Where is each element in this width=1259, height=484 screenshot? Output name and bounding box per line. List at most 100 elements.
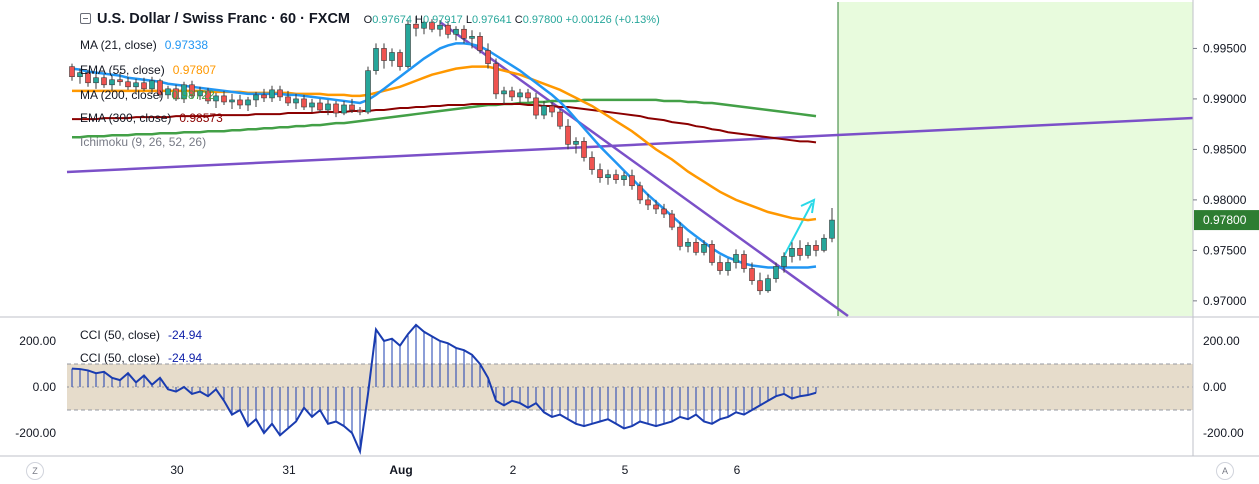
zoom-button[interactable]: Z (26, 462, 44, 480)
candle-body (485, 50, 491, 64)
candle-body (741, 254, 747, 269)
candle-body (173, 88, 179, 100)
candle-body (77, 72, 83, 78)
candle-body (69, 66, 75, 78)
candle-body (637, 185, 643, 201)
candle-body (405, 23, 411, 67)
candle-body (397, 52, 403, 67)
symbol-legend: U.S. Dollar / Swiss Franc · 60 · FXCM O0… (97, 11, 660, 27)
candle-body (701, 244, 707, 253)
symbol-title: U.S. Dollar / Swiss Franc · 60 · FXCM (97, 11, 351, 27)
time-tick-label: 2 (510, 463, 517, 477)
cci-tick-label-right: 0.00 (1203, 380, 1227, 394)
time-tick-label: 5 (622, 463, 629, 477)
indicator-ema55[interactable]: EMA (55, close) 0.97807 (80, 63, 216, 77)
candle-body (349, 104, 355, 111)
auto-scale-button[interactable]: A (1216, 462, 1234, 480)
candle-body (493, 63, 499, 95)
candle-body (93, 77, 99, 84)
candle-body (549, 105, 555, 113)
candle-body (501, 90, 507, 95)
down-trendline (439, 20, 849, 318)
indicator-ma21[interactable]: MA (21, close) 0.97338 (80, 38, 208, 52)
close-label: C (514, 14, 523, 26)
candle-body (477, 36, 483, 51)
collapse-legend-icon[interactable] (80, 13, 91, 24)
candle-body (229, 99, 235, 103)
cci-pane (67, 323, 1193, 456)
cci-line (71, 323, 817, 456)
cci-band (67, 364, 1193, 410)
ema55-line (72, 65, 817, 222)
candle-body (237, 99, 243, 106)
ma200-line (72, 98, 817, 139)
candle-body (781, 256, 787, 267)
candle-body (245, 99, 251, 106)
price-tick-label: 0.98500 (1203, 142, 1247, 156)
indicator-name: MA (21, close) (80, 38, 157, 52)
cci-tick-label-left: 0.00 (33, 380, 57, 394)
candle-body (509, 90, 515, 98)
price-tick-label: 0.97500 (1203, 243, 1247, 257)
candle-body (725, 262, 731, 271)
indicator-ema300[interactable]: EMA (300, close) 0.98573 (80, 111, 223, 125)
cci-legend-2[interactable]: CCI (50, close) -24.94 (80, 351, 202, 365)
indicator-value: 0.98573 (179, 111, 223, 125)
candle-body (285, 96, 291, 104)
indicator-value: 0.98722 (171, 88, 215, 102)
candle-body (461, 28, 467, 39)
candle-body (101, 77, 107, 86)
ema300-line (72, 102, 817, 144)
candle-body (557, 111, 563, 127)
candle-body (213, 95, 219, 102)
candle-body (293, 98, 299, 104)
candle-body (437, 24, 443, 30)
candle-body (357, 109, 363, 113)
candle-body (381, 48, 387, 61)
candle-body (333, 103, 339, 114)
candle-body (621, 175, 627, 180)
candle-body (133, 82, 139, 88)
candle-body (317, 102, 323, 111)
candle-body (301, 98, 307, 108)
cci-name: CCI (50, close) (80, 351, 161, 365)
candle-body (661, 208, 667, 215)
cci-name: CCI (50, close) (80, 328, 161, 342)
candle-body (613, 174, 619, 180)
candle-body (253, 94, 259, 101)
projection-arrow (783, 202, 813, 257)
candle-body (765, 278, 771, 292)
candle-body (757, 280, 763, 292)
candle-body (589, 157, 595, 170)
candle-body (565, 125, 571, 145)
time-tick-label: 31 (282, 463, 296, 477)
cci-legend-1[interactable]: CCI (50, close) -24.94 (80, 328, 202, 342)
indicator-name: EMA (55, close) (80, 63, 165, 77)
candle-body (197, 90, 203, 97)
indicator-ma200[interactable]: MA (200, close) 0.98722 (80, 88, 215, 102)
indicator-name: EMA (300, close) (80, 111, 172, 125)
close-value: 0.97800 (522, 14, 563, 26)
cci-value: -24.94 (168, 351, 203, 365)
candle-body (157, 80, 163, 96)
candle-body (421, 21, 427, 29)
open-value: 0.97674 (372, 14, 412, 26)
cci-tick-label-left: 200.00 (19, 334, 56, 348)
candle-body (389, 52, 395, 61)
indicator-ichimoku[interactable]: Ichimoku (9, 26, 52, 26) (80, 135, 206, 149)
candle-body (205, 90, 211, 102)
candle-body (749, 268, 755, 281)
candle-body (221, 95, 227, 103)
candle-body (413, 23, 419, 29)
candles (69, 16, 835, 295)
candle-body (789, 248, 795, 257)
high-label: H (415, 14, 423, 26)
candle-body (669, 213, 675, 228)
low-value: 0.97641 (471, 14, 512, 26)
candle-body (541, 105, 547, 116)
ohlc-values: O0.97674 H0.97917 L0.97641 C0.97800 +0.0… (364, 14, 660, 26)
candle-body (693, 241, 699, 253)
candle-body (109, 79, 115, 86)
